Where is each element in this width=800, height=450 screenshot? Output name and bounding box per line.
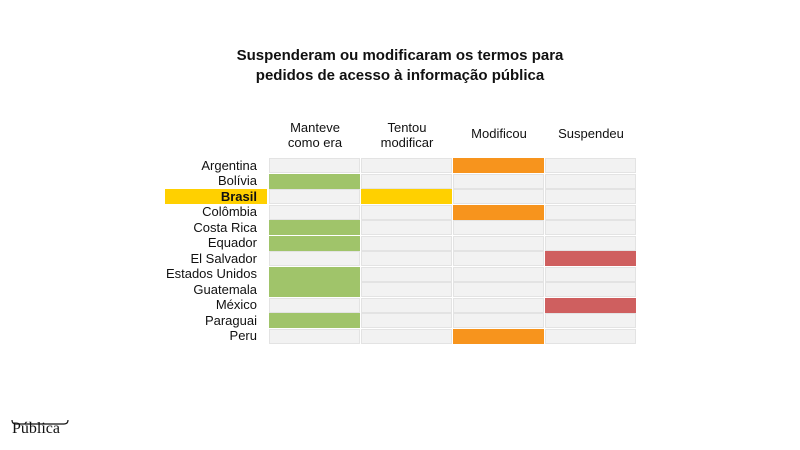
cell-guatemala-manteve-como-era (269, 282, 360, 297)
cell-equador-tentou-modificar (361, 235, 452, 251)
cell-bolivia-suspendeu (545, 173, 636, 189)
cell-costa-rica-manteve-como-era (269, 220, 360, 235)
row-label-el-salvador: El Salvador (190, 250, 257, 266)
cell-equador-manteve-como-era (269, 235, 360, 251)
row-label-brasil: Brasil (220, 188, 257, 204)
chart-title-line-2: pedidos de acesso à informação pública (255, 67, 545, 84)
cell-brasil-manteve-como-era (269, 189, 360, 204)
row-label-colombia: Colômbia (202, 204, 257, 219)
cell-paraguai-suspendeu (545, 313, 636, 328)
column-header-manteve-como-era: Manteve como era (269, 120, 361, 150)
column-header-line: Manteve (290, 120, 340, 135)
column-header-line: como era (287, 135, 343, 150)
column-header-tentou-modificar: Tentou modificar (361, 120, 453, 150)
cell-colombia-manteve-como-era (269, 204, 360, 220)
cell-guatemala-tentou-modificar (361, 282, 452, 297)
column-header-modificou: Modificou (453, 126, 545, 141)
cell-argentina-suspendeu (545, 158, 636, 173)
cell-el-salvador-manteve-como-era (269, 251, 360, 266)
cell-peru-suspendeu (545, 328, 636, 344)
cell-paraguai-modificou (453, 313, 544, 328)
column-header-line: Modificou (471, 126, 527, 141)
cell-mexico-modificou (453, 297, 544, 313)
cell-estados-unidos-manteve-como-era (269, 266, 360, 282)
row-label-mexico: México (215, 297, 257, 312)
cell-el-salvador-modificou (453, 251, 544, 266)
row-label-peru: Peru (229, 328, 257, 343)
cell-guatemala-suspendeu (545, 282, 636, 297)
cell-guatemala-modificou (453, 282, 544, 297)
cell-colombia-suspendeu (545, 204, 636, 220)
cell-argentina-modificou (453, 158, 544, 173)
cell-el-salvador-tentou-modificar (361, 251, 452, 266)
cell-equador-suspendeu (545, 235, 636, 251)
chart-title: Suspenderam ou modificaram os termos par… (0, 46, 800, 86)
column-header-line: modificar (380, 135, 434, 150)
cell-peru-tentou-modificar (361, 328, 452, 344)
cell-mexico-tentou-modificar (361, 297, 452, 313)
row-label-equador: Equador (207, 235, 257, 250)
publica-logo: Pública (12, 420, 60, 437)
chart-title-line-1: Suspenderam ou modificaram os termos par… (236, 47, 564, 64)
cell-brasil-modificou (453, 189, 544, 204)
cell-argentina-manteve-como-era (269, 158, 360, 173)
cell-mexico-manteve-como-era (269, 297, 360, 313)
row-label-costa-rica: Costa Rica (193, 219, 257, 235)
row-label-bolivia: Bolívia (217, 173, 257, 188)
cell-bolivia-modificou (453, 173, 544, 189)
cell-peru-modificou (453, 328, 544, 344)
cell-brasil-suspendeu (545, 189, 636, 204)
column-header-line: Suspendeu (558, 126, 624, 141)
cell-costa-rica-modificou (453, 220, 544, 235)
cell-costa-rica-tentou-modificar (361, 220, 452, 235)
cell-el-salvador-suspendeu (545, 251, 636, 266)
highlight-label-background (165, 189, 267, 204)
cell-paraguai-tentou-modificar (361, 313, 452, 328)
column-header-line: Tentou (387, 120, 427, 135)
cell-estados-unidos-modificou (453, 266, 544, 282)
row-label-paraguai: Paraguai (204, 312, 257, 328)
cell-brasil-tentou-modificar (361, 189, 452, 204)
row-label-guatemala: Guatemala (193, 281, 257, 297)
cell-peru-manteve-como-era (269, 328, 360, 344)
row-label-estados-unidos: Estados Unidos (165, 266, 257, 281)
cell-bolivia-manteve-como-era (269, 173, 360, 189)
cell-colombia-tentou-modificar (361, 204, 452, 220)
cell-mexico-suspendeu (545, 297, 636, 313)
cell-argentina-tentou-modificar (361, 158, 452, 173)
cell-bolivia-tentou-modificar (361, 173, 452, 189)
column-header-suspendeu: Suspendeu (545, 126, 637, 141)
logo-arc-icon (11, 419, 69, 425)
row-label-argentina: Argentina (201, 157, 257, 173)
cell-estados-unidos-tentou-modificar (361, 266, 452, 282)
cell-costa-rica-suspendeu (545, 220, 636, 235)
cell-equador-modificou (453, 235, 544, 251)
cell-colombia-modificou (453, 204, 544, 220)
cell-estados-unidos-suspendeu (545, 266, 636, 282)
cell-paraguai-manteve-como-era (269, 313, 360, 328)
